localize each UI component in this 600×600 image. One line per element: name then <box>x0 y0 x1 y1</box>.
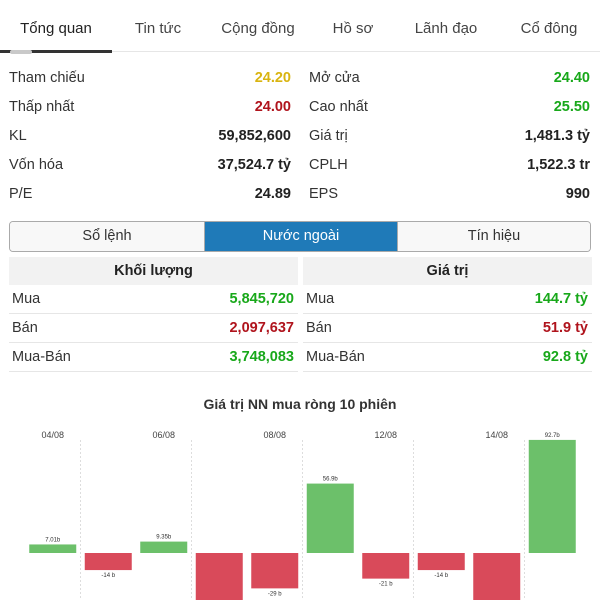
row-value: 2,097,637 <box>229 320 294 336</box>
tab-profile[interactable]: Hồ sơ <box>332 20 374 37</box>
stat-label-trade-value: Giá trị <box>309 128 348 144</box>
data-label: -21 b <box>379 582 393 588</box>
tab-community[interactable]: Cộng đồng <box>221 20 295 37</box>
stat-row: P/E 24.89 EPS 990 <box>0 180 600 209</box>
main-tabs: Tổng quan Tin tức Cộng đồng Hồ sơ Lãnh đ… <box>0 6 600 53</box>
net-buy-chart: 04/08 06/08 08/08 12/08 14/08 7.01b -14 b 9.35b… <box>29 430 576 600</box>
stat-value-open: 24.40 <box>553 70 590 86</box>
drag-handle[interactable] <box>10 50 32 54</box>
stat-value-eps: 990 <box>565 186 590 202</box>
stat-value-high: 25.50 <box>553 99 590 115</box>
stat-label-market-cap: Vốn hóa <box>9 157 64 173</box>
stat-value-shares-outstanding: 1,522.3 tr <box>527 157 590 173</box>
table-row: Bán 2,097,637 <box>9 314 298 343</box>
table-row: Bán 51.9 tỷ <box>303 314 592 343</box>
tab-shareholders[interactable]: Cổ đông <box>520 20 578 37</box>
bar <box>140 541 188 553</box>
segmented-control: Sổ lệnh Nước ngoài Tín hiệu <box>9 221 591 252</box>
segment-signals[interactable]: Tín hiệu <box>398 222 590 251</box>
bar <box>306 483 354 553</box>
stat-value-market-cap: 37,524.7 tỷ <box>217 157 291 173</box>
stat-label-high: Cao nhất <box>309 99 368 115</box>
row-value: 92.8 tỷ <box>542 349 588 365</box>
stat-label-eps: EPS <box>309 186 339 202</box>
stat-label-open: Mở cửa <box>309 70 360 86</box>
data-label: 9.35b <box>156 535 172 541</box>
tab-leadership[interactable]: Lãnh đạo <box>414 20 478 37</box>
stat-label-reference: Tham chiếu <box>9 70 85 86</box>
top-strip <box>0 0 600 6</box>
table-row: Mua-Bán 92.8 tỷ <box>303 343 592 372</box>
stat-value-low: 24.00 <box>254 99 291 115</box>
x-tick-label: 06/08 <box>152 430 175 440</box>
segment-foreign[interactable]: Nước ngoài <box>204 222 398 251</box>
table-header: Khối lượng <box>9 257 298 285</box>
stat-value-volume: 59,852,600 <box>218 128 291 144</box>
data-label: 56.9b <box>323 477 339 483</box>
row-value: 51.9 tỷ <box>542 320 588 336</box>
data-label: 7.01b <box>45 537 61 543</box>
row-value: 5,845,720 <box>229 291 294 307</box>
stat-label-volume: KL <box>9 128 27 144</box>
data-label: -14 b <box>101 573 115 579</box>
data-label: -29 b <box>268 591 282 597</box>
row-label: Mua <box>12 291 41 307</box>
bar <box>251 553 299 589</box>
table-row: Mua-Bán 3,748,083 <box>9 343 298 372</box>
bar <box>29 544 77 553</box>
stat-row: Tham chiếu 24.20 Mở cửa 24.40 <box>0 64 600 93</box>
bar <box>362 553 410 579</box>
stats-panel: Tham chiếu 24.20 Mở cửa 24.40 Thấp nhất … <box>0 64 600 209</box>
stat-label-pe: P/E <box>9 186 33 202</box>
bar <box>84 553 132 571</box>
x-tick-label: 14/08 <box>485 430 508 440</box>
stat-label-shares-outstanding: CPLH <box>309 157 348 173</box>
row-value: 144.7 tỷ <box>534 291 588 307</box>
row-value: 3,748,083 <box>229 349 294 365</box>
foreign-volume-table: Khối lượng Mua 5,845,720 Bán 2,097,637 M… <box>9 257 298 372</box>
bar <box>417 553 465 571</box>
stat-row: KL 59,852,600 Giá trị 1,481.3 tỷ <box>0 122 600 151</box>
row-label: Mua <box>306 291 335 307</box>
tab-overview[interactable]: Tổng quan <box>0 6 112 53</box>
tab-news[interactable]: Tin tức <box>134 20 182 37</box>
data-label: -14 b <box>434 573 448 579</box>
row-label: Bán <box>12 320 38 336</box>
bar <box>473 553 521 600</box>
stat-value-reference: 24.20 <box>254 70 291 86</box>
row-label: Mua-Bán <box>306 349 365 365</box>
stat-row: Vốn hóa 37,524.7 tỷ CPLH 1,522.3 tr <box>0 151 600 180</box>
x-tick-label: 12/08 <box>374 430 397 440</box>
bar <box>528 439 576 553</box>
stat-row: Thấp nhất 24.00 Cao nhất 25.50 <box>0 93 600 122</box>
stat-label-low: Thấp nhất <box>9 99 75 115</box>
x-tick-label: 04/08 <box>41 430 64 440</box>
segment-order-book[interactable]: Sổ lệnh <box>10 222 204 251</box>
stat-value-trade-value: 1,481.3 tỷ <box>524 128 590 144</box>
stat-value-pe: 24.89 <box>254 186 291 202</box>
data-label: 92.7b <box>545 433 561 439</box>
x-tick-label: 08/08 <box>263 430 286 440</box>
row-label: Mua-Bán <box>12 349 71 365</box>
table-row: Mua 144.7 tỷ <box>303 285 592 314</box>
bar <box>195 553 243 600</box>
foreign-value-table: Giá trị Mua 144.7 tỷ Bán 51.9 tỷ Mua-Bán… <box>303 257 592 372</box>
row-label: Bán <box>306 320 332 336</box>
chart-title: Giá trị NN mua ròng 10 phiên <box>203 396 397 412</box>
table-header: Giá trị <box>303 257 592 285</box>
table-row: Mua 5,845,720 <box>9 285 298 314</box>
